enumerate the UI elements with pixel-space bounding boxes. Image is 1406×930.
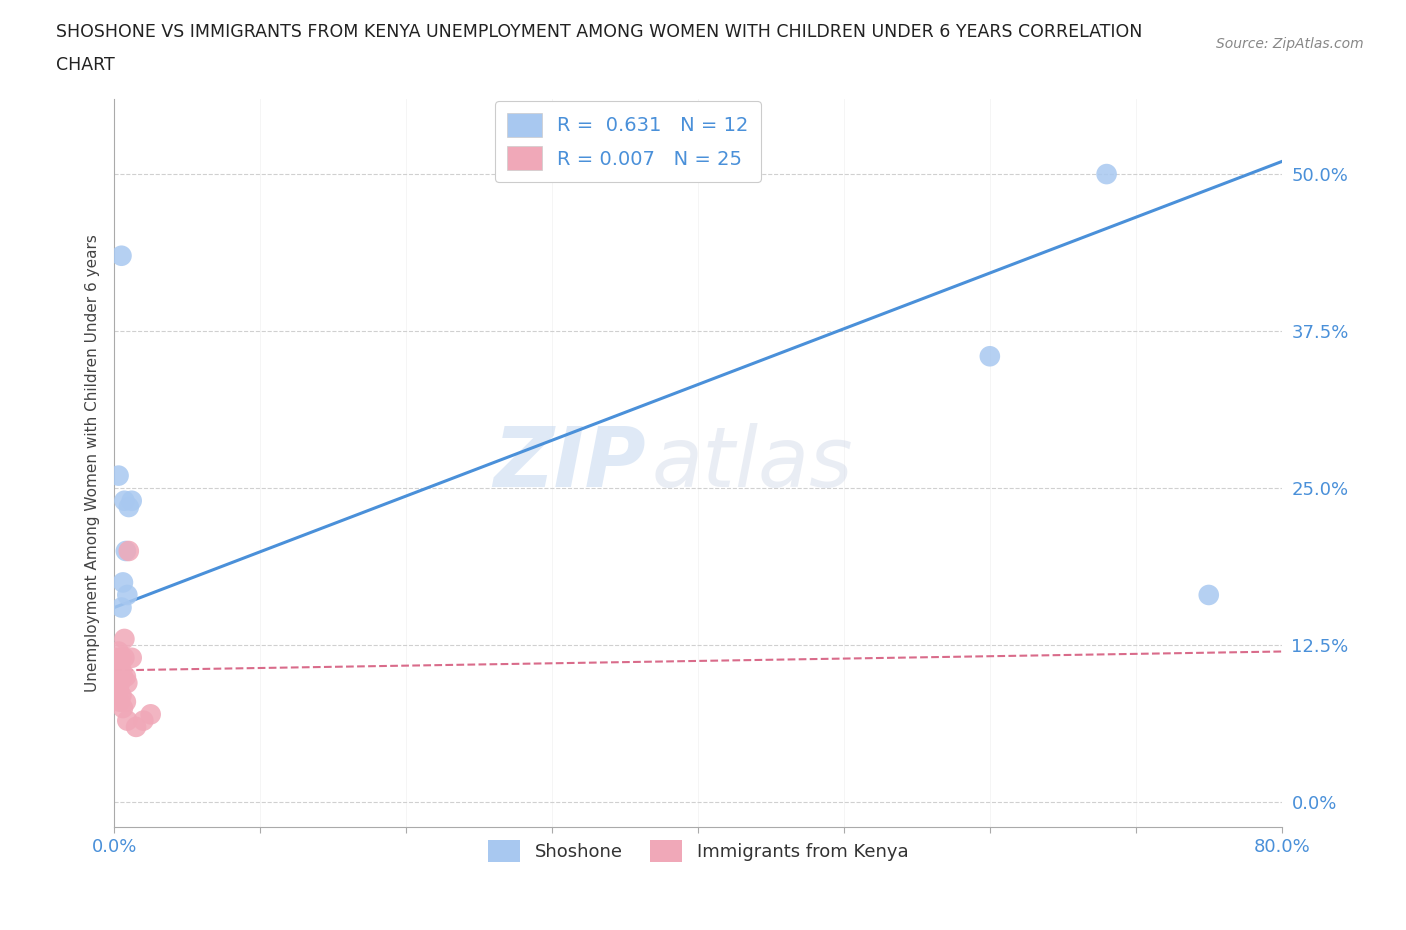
Point [112,650,135,665]
Point [105,675,128,690]
Point [104,657,127,671]
Point [110,650,132,665]
Point [112,631,135,646]
Text: atlas: atlas [651,422,853,503]
Point [110,600,132,615]
Point [121,650,143,665]
Point [118,543,141,558]
Point [121,493,143,508]
Point [117,713,139,728]
Point [105,663,128,678]
Point [118,499,141,514]
Point [110,688,132,703]
Y-axis label: Unemployment Among Women with Children Under 6 years: Unemployment Among Women with Children U… [86,234,100,692]
Point [107,682,129,697]
Text: Source: ZipAtlas.com: Source: ZipAtlas.com [1216,37,1364,51]
Point [117,588,139,603]
Point [1095,166,1118,181]
Legend: Shoshone, Immigrants from Kenya: Shoshone, Immigrants from Kenya [481,833,915,870]
Point [110,248,132,263]
Point [111,670,134,684]
Point [132,713,155,728]
Point [105,650,128,665]
Text: SHOSHONE VS IMMIGRANTS FROM KENYA UNEMPLOYMENT AMONG WOMEN WITH CHILDREN UNDER 6: SHOSHONE VS IMMIGRANTS FROM KENYA UNEMPL… [56,23,1143,41]
Point [111,700,134,715]
Point [979,349,1001,364]
Point [115,695,138,710]
Point [111,575,134,590]
Text: CHART: CHART [56,56,115,73]
Point [115,543,138,558]
Point [1198,588,1220,603]
Point [117,675,139,690]
Point [107,468,129,483]
Point [107,644,129,659]
Point [110,663,132,678]
Point [107,670,129,684]
Point [125,720,148,735]
Point [115,670,138,684]
Text: ZIP: ZIP [492,422,645,503]
Point [112,493,135,508]
Point [108,675,131,690]
Point [139,707,162,722]
Point [108,695,131,710]
